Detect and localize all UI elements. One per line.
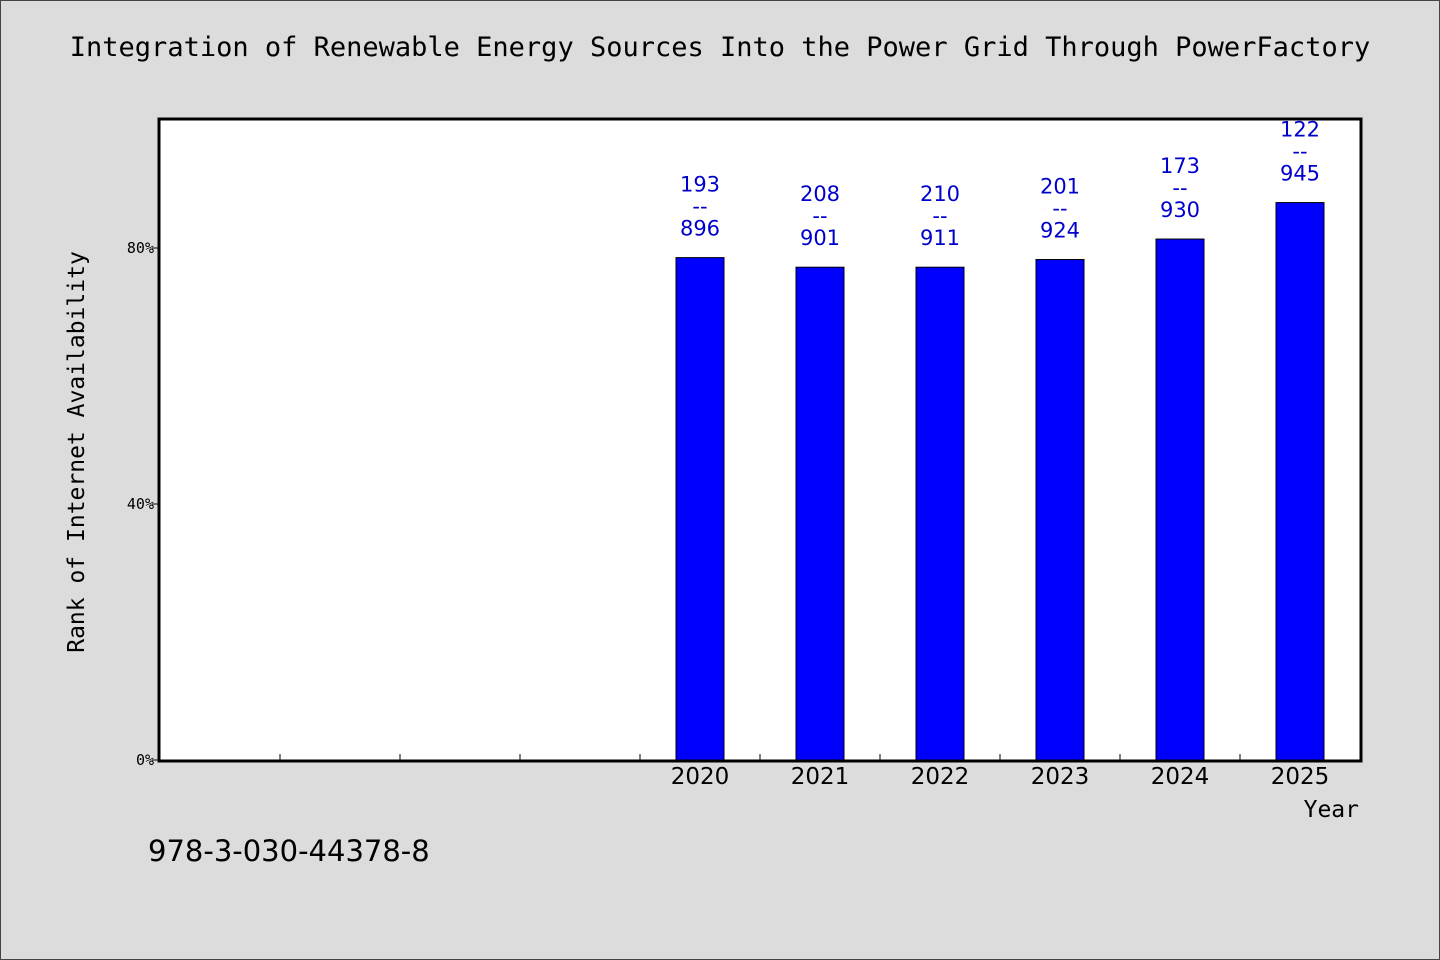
bar-label-separator: -- (1292, 140, 1307, 164)
x-tick-label: 2020 (671, 764, 730, 790)
x-tick-label: 2021 (791, 764, 850, 790)
y-axis-title: Rank of Internet Availability (64, 251, 90, 653)
isbn-footer: 978-3-030-44378-8 (148, 834, 430, 868)
bar-label-separator: -- (812, 204, 827, 228)
x-tick-label: 2024 (1151, 764, 1210, 790)
bar-total-label: 911 (920, 226, 960, 250)
bar-label-separator: -- (692, 195, 707, 219)
bar (1275, 202, 1325, 761)
bar (1155, 238, 1205, 761)
bar-label-separator: -- (1172, 176, 1187, 200)
y-tick-label: 40% (127, 495, 154, 513)
bar-label-separator: -- (932, 204, 947, 228)
x-tick-label: 2023 (1031, 764, 1090, 790)
bar-total-label: 945 (1280, 162, 1320, 186)
bar-rank-label: 173 (1160, 154, 1200, 178)
bar (675, 257, 725, 761)
bar-total-label: 930 (1160, 198, 1200, 222)
bar (1035, 259, 1085, 761)
bar (915, 266, 965, 761)
bar-rank-label: 210 (920, 182, 960, 206)
bar-rank-label: 208 (800, 182, 840, 206)
y-tick-label: 80% (127, 239, 154, 257)
bar-total-label: 924 (1040, 219, 1080, 243)
y-tick-label: 0% (136, 751, 154, 769)
x-tick-label: 2022 (911, 764, 970, 790)
x-tick-label: 2025 (1271, 764, 1330, 790)
chart-title: Integration of Renewable Energy Sources … (69, 32, 1371, 63)
bar (795, 266, 845, 761)
bar-rank-label: 122 (1280, 118, 1320, 142)
bar-rank-label: 193 (680, 173, 720, 197)
bar-total-label: 896 (680, 217, 720, 241)
bar-label-separator: -- (1052, 197, 1067, 221)
bar-total-label: 901 (800, 226, 840, 250)
x-axis-title: Year (1304, 797, 1359, 823)
bar-rank-label: 201 (1040, 175, 1080, 199)
